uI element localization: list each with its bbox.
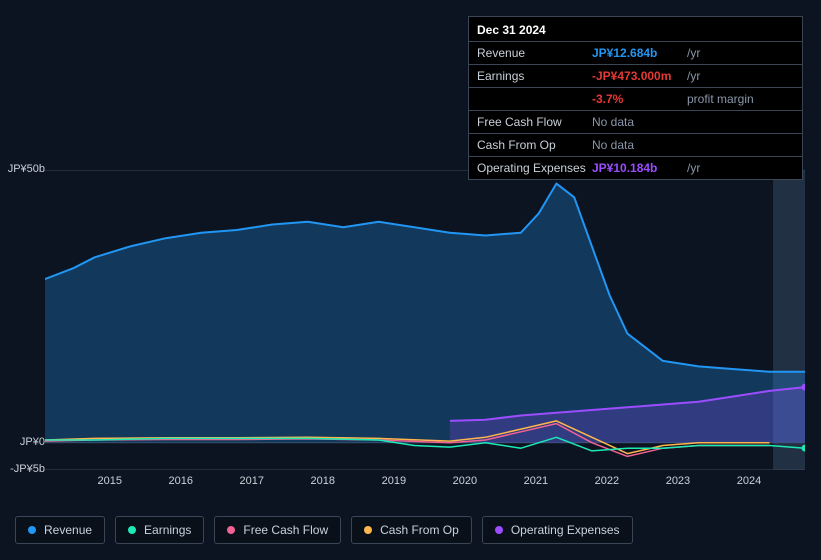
financials-chart: 2015 2016 2017 2018 2019 2020 2021 2022 2023 2024… [15, 155, 805, 490]
y-axis-label: -JP¥5b [0, 463, 45, 475]
x-axis-label: 2019 [382, 475, 406, 487]
x-axis-label: 2021 [524, 475, 548, 487]
tooltip-row-suffix: /yr [687, 161, 700, 175]
legend-item-earnings[interactable]: Earnings [115, 516, 204, 544]
tooltip-row-value: -JP¥473.000m [592, 69, 687, 83]
legend-dot-icon [495, 526, 503, 534]
tooltip-row-label: Operating Expenses [477, 161, 592, 175]
x-axis-label: 2023 [666, 475, 690, 487]
chart-legend: Revenue Earnings Free Cash Flow Cash From O… [15, 516, 633, 544]
y-axis-label: JP¥0 [0, 436, 45, 448]
tooltip-row-suffix: profit margin [687, 92, 754, 106]
tooltip-row: -3.7%profit margin [469, 88, 802, 111]
tooltip-row: Earnings-JP¥473.000m/yr [469, 65, 802, 88]
legend-label: Earnings [144, 523, 191, 537]
x-axis-label: 2017 [240, 475, 264, 487]
tooltip-date: Dec 31 2024 [469, 17, 802, 42]
x-axis-label: 2022 [595, 475, 619, 487]
legend-label: Free Cash Flow [243, 523, 328, 537]
chart-plot-area[interactable] [45, 170, 805, 470]
legend-label: Cash From Op [380, 523, 459, 537]
tooltip-row: Cash From OpNo data [469, 134, 802, 157]
tooltip-row-label: Free Cash Flow [477, 115, 592, 129]
legend-label: Operating Expenses [511, 523, 620, 537]
x-axis-label: 2015 [97, 475, 121, 487]
legend-dot-icon [227, 526, 235, 534]
legend-item-fcf[interactable]: Free Cash Flow [214, 516, 341, 544]
tooltip-row-label: Cash From Op [477, 138, 592, 152]
tooltip-row-value: No data [592, 115, 687, 129]
x-axis-label: 2016 [168, 475, 192, 487]
tooltip-row-value: JP¥10.184b [592, 161, 687, 175]
tooltip-row-suffix: /yr [687, 46, 700, 60]
chart-svg [45, 170, 805, 470]
legend-item-opex[interactable]: Operating Expenses [482, 516, 633, 544]
tooltip-row-value: No data [592, 138, 687, 152]
x-axis-label: 2020 [453, 475, 477, 487]
tooltip-row-suffix: /yr [687, 69, 700, 83]
tooltip-row: Free Cash FlowNo data [469, 111, 802, 134]
legend-dot-icon [128, 526, 136, 534]
tooltip-row-label: Earnings [477, 69, 592, 83]
legend-dot-icon [364, 526, 372, 534]
tooltip-row-value: -3.7% [592, 92, 687, 106]
chart-tooltip: Dec 31 2024 RevenueJP¥12.684b/yrEarnings… [468, 16, 803, 180]
x-axis-label: 2024 [737, 475, 761, 487]
tooltip-row: RevenueJP¥12.684b/yr [469, 42, 802, 65]
tooltip-row-label: Revenue [477, 46, 592, 60]
tooltip-row-value: JP¥12.684b [592, 46, 687, 60]
tooltip-row-label [477, 92, 592, 106]
y-axis-label: JP¥50b [0, 163, 45, 175]
legend-item-revenue[interactable]: Revenue [15, 516, 105, 544]
legend-item-cfo[interactable]: Cash From Op [351, 516, 472, 544]
legend-label: Revenue [44, 523, 92, 537]
tooltip-row: Operating ExpensesJP¥10.184b/yr [469, 157, 802, 179]
x-axis-label: 2018 [311, 475, 335, 487]
legend-dot-icon [28, 526, 36, 534]
